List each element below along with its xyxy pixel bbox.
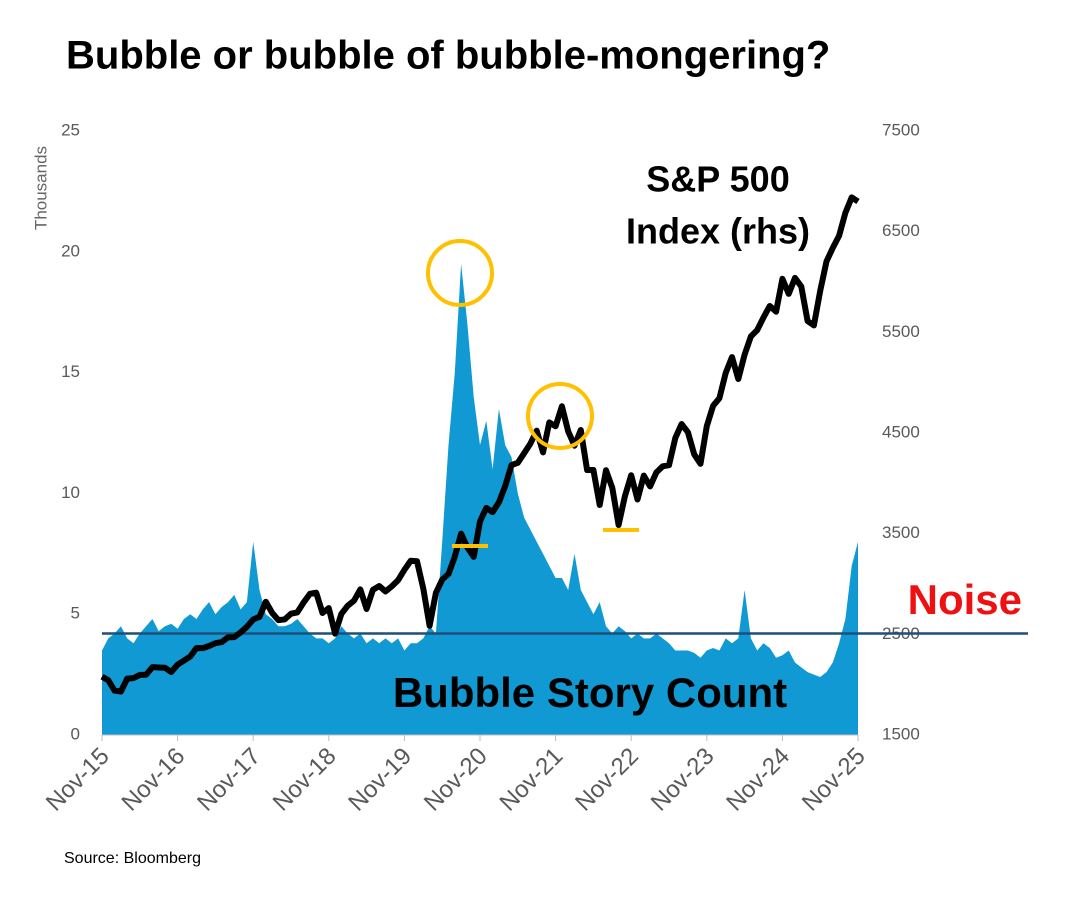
x-tick-label: Nov-19: [343, 743, 417, 817]
x-tick-label: Nov-25: [797, 743, 871, 817]
chart-title: Bubble or bubble of bubble-mongering?: [66, 34, 830, 78]
y2-tick-label: 7500: [882, 120, 920, 139]
annotation: Index (rhs): [626, 211, 810, 252]
source: Source: Bloomberg: [64, 850, 201, 867]
x-tick-label: Nov-23: [646, 743, 720, 817]
annotation: Bubble Story Count: [393, 669, 787, 716]
y-tick-label: 25: [61, 120, 80, 139]
annotation: Noise: [908, 576, 1022, 623]
area: [102, 263, 858, 735]
annotation: S&P 500: [646, 159, 789, 200]
y-tick-label: 20: [61, 241, 80, 260]
line: [100, 194, 860, 695]
x-tick-label: Nov-18: [268, 743, 342, 817]
y2-tick-label: 1500: [882, 724, 920, 743]
y2-tick-label: 4500: [882, 422, 920, 441]
highlight-circle: [526, 382, 594, 450]
x-tick-label: Nov-24: [721, 743, 795, 817]
y-tick-label: 0: [71, 724, 80, 743]
y-axis-label: Thousands: [31, 146, 50, 230]
x-tick-label: Nov-21: [495, 743, 569, 817]
highlight-circle: [426, 239, 494, 307]
y-tick-label: 10: [61, 483, 80, 502]
x-tick-label: Nov-15: [41, 743, 115, 817]
y2-tick-label: 3500: [882, 523, 920, 542]
y2-tick-label: 5500: [882, 322, 920, 341]
x-tick-label: Nov-20: [419, 743, 493, 817]
y-tick-label: 15: [61, 362, 80, 381]
y2-tick-label: 6500: [882, 221, 920, 240]
x-tick-label: Nov-16: [117, 743, 191, 817]
x-tick-label: Nov-17: [192, 743, 266, 817]
x-tick-label: Nov-22: [570, 743, 644, 817]
y-tick-label: 5: [71, 604, 80, 623]
